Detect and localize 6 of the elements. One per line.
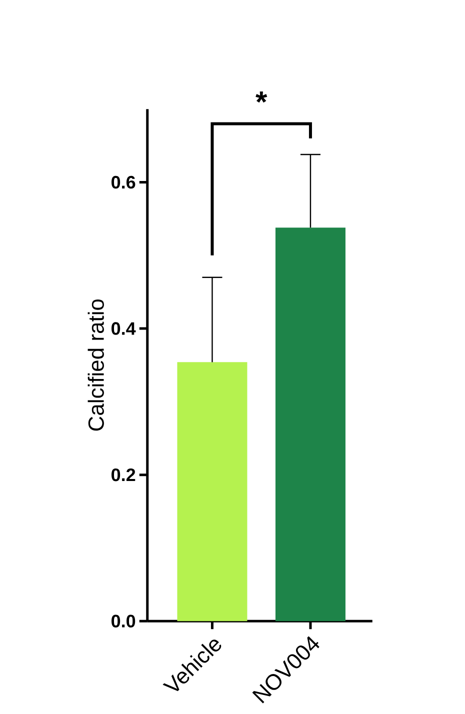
y-axis-title: Calcified ratio	[88, 299, 104, 431]
y-tick-label: 0.2	[112, 468, 136, 482]
text: *	[256, 91, 268, 103]
y-tick-label: 0.0	[112, 614, 136, 628]
y-tick-label: 0.6	[112, 176, 136, 189]
y-tick-label: 0.4	[112, 322, 136, 335]
